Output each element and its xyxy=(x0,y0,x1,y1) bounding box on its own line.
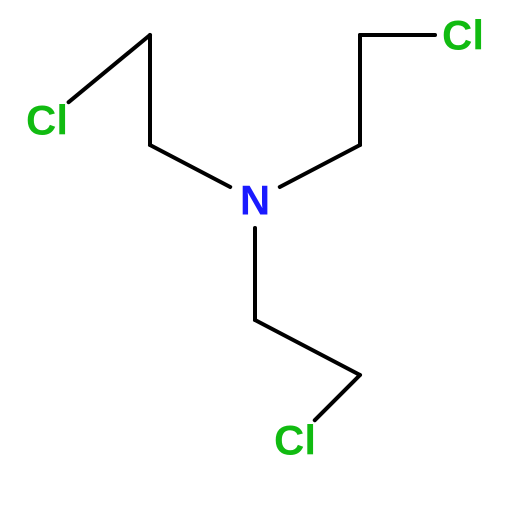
bond xyxy=(255,320,360,375)
atom-label-cl: Cl xyxy=(26,97,68,144)
bond xyxy=(280,145,360,187)
bond xyxy=(69,35,150,102)
atom-label-n: N xyxy=(240,177,270,224)
molecule-diagram: N Cl Cl Cl xyxy=(0,0,527,507)
bond xyxy=(150,145,230,187)
bond xyxy=(315,375,360,420)
atom-label-cl: Cl xyxy=(442,12,484,59)
atom-label-cl: Cl xyxy=(274,417,316,464)
bonds-group xyxy=(69,35,435,420)
